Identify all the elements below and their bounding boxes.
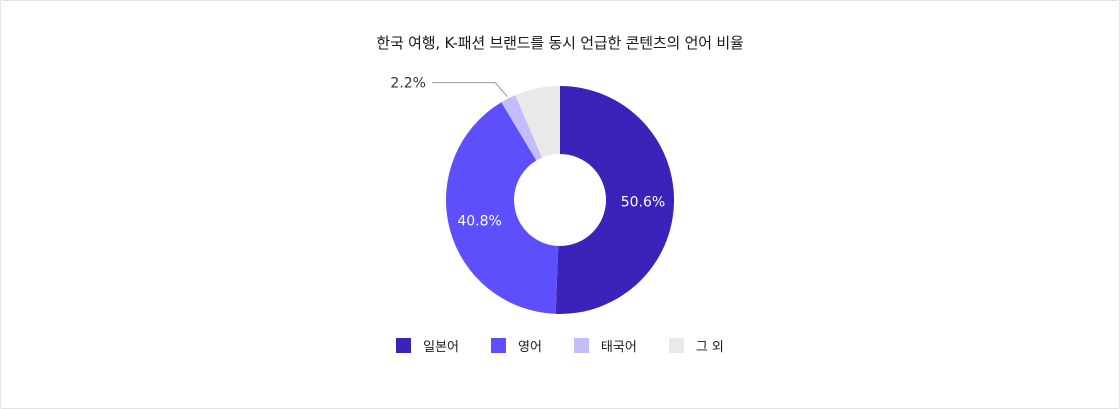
pie-slice-2 — [445, 102, 559, 314]
slice-label-1: 50.6% — [621, 195, 665, 211]
legend-item-3: 태국어 — [573, 336, 637, 355]
legend-item-4: 그 외 — [668, 336, 724, 355]
legend-label-4: 그 외 — [695, 340, 724, 355]
legend-swatch-2 — [491, 338, 506, 353]
pie-slice-1 — [555, 86, 674, 314]
legend-label-1: 일본어 — [423, 340, 459, 355]
slice-label-2: 40.8% — [457, 214, 501, 230]
chart-title: 한국 여행, K-패션 브랜드를 동시 언급한 콘텐츠의 언어 비율 — [376, 34, 744, 52]
slice-label-3: 2.2% — [390, 76, 426, 92]
pie-slice-4 — [515, 86, 560, 158]
legend-item-2: 영어 — [491, 336, 542, 355]
pie-slice-3 — [501, 95, 542, 161]
legend-label-3: 태국어 — [600, 340, 637, 355]
callout-line-3 — [432, 82, 508, 97]
legend-label-2: 영어 — [518, 340, 542, 355]
legend-swatch-4 — [668, 338, 684, 353]
legend-item-1: 일본어 — [396, 336, 459, 355]
legend-swatch-1 — [396, 338, 412, 353]
legend: 일본어 영어 태국어 그 외 — [0, 336, 1120, 355]
legend-swatch-3 — [573, 338, 589, 353]
